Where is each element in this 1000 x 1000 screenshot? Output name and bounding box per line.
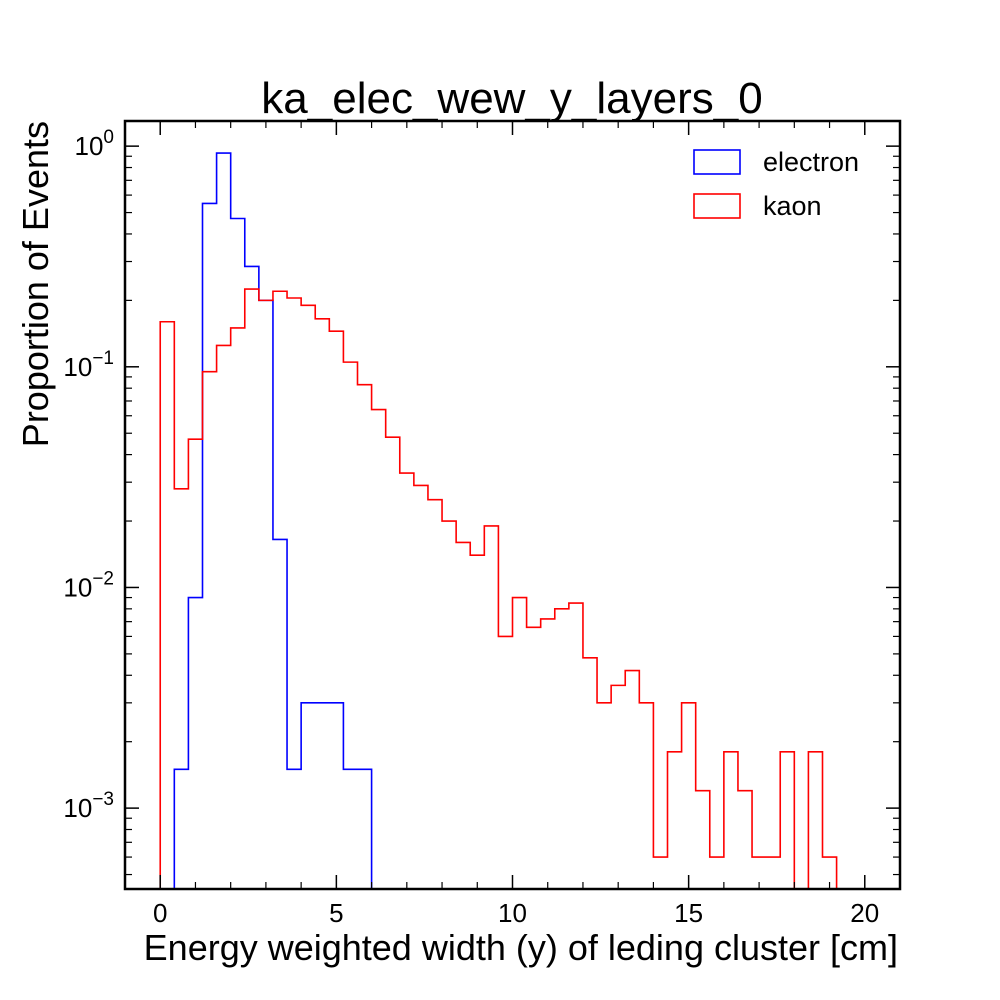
y-tick-label: 10−1 xyxy=(63,348,114,382)
x-tick-label: 15 xyxy=(674,898,703,928)
x-tick-label: 5 xyxy=(329,898,343,928)
y-tick-label: 100 xyxy=(75,127,115,161)
x-tick-label: 10 xyxy=(498,898,527,928)
x-axis-label: Energy weighted width (y) of leding clus… xyxy=(144,927,898,968)
legend-swatch-electron xyxy=(693,149,741,175)
legend-label-electron: electron xyxy=(763,147,859,177)
tick-labels: 0 5 10 15 20 10−3 10−2 10−1 100 xyxy=(63,127,879,928)
legend-swatch-kaon xyxy=(693,193,741,219)
kaon-step-line xyxy=(159,288,838,889)
x-tick-label: 20 xyxy=(850,898,879,928)
series-kaon xyxy=(159,288,838,889)
y-axis-label: Proportion of Events xyxy=(15,121,56,447)
series-layer xyxy=(159,152,838,889)
x-tick-label: 0 xyxy=(153,898,167,928)
legend: electron kaon xyxy=(693,147,859,221)
plot-frame xyxy=(123,119,902,891)
y-tick-label: 10−3 xyxy=(63,789,114,823)
legend-label-kaon: kaon xyxy=(763,191,822,221)
chart-title: ka_elec_wew_y_layers_0 xyxy=(261,74,762,123)
y-tick-label: 10−2 xyxy=(63,568,114,602)
